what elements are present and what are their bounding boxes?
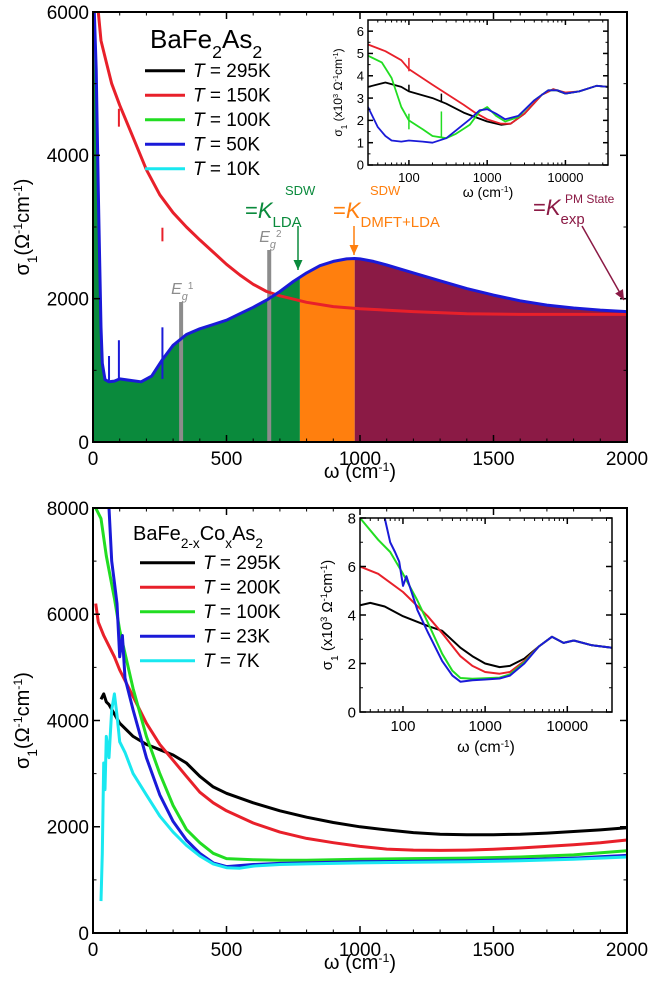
bottom-inset-xtick-label: 100 <box>390 718 415 735</box>
spectral-weight-fill-0 <box>93 12 300 442</box>
top-legend-label: T = 100K <box>193 110 271 131</box>
bottom-legend-label: T = 100K <box>203 602 281 623</box>
top-inset-ytick-label: 1 <box>357 135 364 150</box>
top-xtick-label: 500 <box>211 449 243 470</box>
bottom-inset-x-axis-label: ω (cm-1) <box>457 739 515 757</box>
top-ytick-label: 4000 <box>47 146 89 167</box>
top-inset-frame <box>367 19 609 166</box>
top-legend-label: T = 50K <box>193 135 260 156</box>
annotation-k-lda-arrow-head <box>293 260 303 270</box>
top-legend-label: T = 295K <box>193 61 271 82</box>
bottom-inset-curve-23K <box>383 518 612 683</box>
top-inset-curve-50K <box>368 84 608 144</box>
bottom-inset-y-axis-label: σ1 (x103 Ω-1cm-1) <box>319 560 341 670</box>
bottom-inset-ytick-label: 8 <box>348 510 356 527</box>
bottom-inset-bg <box>360 518 612 712</box>
top-inset-xtick-label: 10000 <box>547 170 583 185</box>
annotation-k-exp-sup: PM State <box>565 192 615 206</box>
bottom-inset-ytick-label: 0 <box>348 704 356 721</box>
top-inset-ytick-label: 6 <box>357 24 364 39</box>
top-legend-label: T = 150K <box>193 86 271 107</box>
curve-295K <box>99 692 627 837</box>
bottom-xtick-label: 1000 <box>339 940 381 961</box>
gap-marker-label: Eg1 <box>171 281 194 304</box>
bottom-xtick-label: 1500 <box>472 940 514 961</box>
spectral-weight-fill-2 <box>354 258 627 442</box>
top-x-axis-label: ω (cm-1) <box>324 460 396 483</box>
top-legend-label: T = 10K <box>193 159 260 180</box>
top-inset-curve-150K <box>368 43 608 125</box>
annotation-k-dmft-arrow-head <box>349 245 359 255</box>
annotation-k-lda-sup: SDW <box>285 183 316 198</box>
top-inset-xtick-label: 100 <box>398 170 420 185</box>
bottom-xtick-label: 2000 <box>606 940 648 961</box>
top-ytick-label: 0 <box>78 433 89 454</box>
top-inset-xtick-label: 1000 <box>473 170 502 185</box>
annotation-k-lda: =KLDA <box>245 198 302 231</box>
top-xtick-label: 2000 <box>606 449 648 470</box>
spectral-weight-fill-1 <box>299 258 355 442</box>
annotation-k-exp: =Kexp <box>533 195 585 228</box>
bottom-legend-label: T = 7K <box>203 651 260 672</box>
top-inset-ytick-label: 4 <box>357 68 364 83</box>
top-inset-ytick-label: 3 <box>357 91 364 106</box>
gap-marker-label: Eg2 <box>259 229 282 252</box>
bottom-ytick-label: 4000 <box>47 711 89 732</box>
top-inset-ytick-label: 2 <box>357 113 364 128</box>
top-inset-ytick-label: 5 <box>357 46 364 61</box>
bottom-inset-ytick-label: 2 <box>348 656 356 673</box>
bottom-ytick-label: 6000 <box>47 605 89 626</box>
top-xtick-label: 1000 <box>339 449 381 470</box>
bottom-xtick-label: 0 <box>88 940 99 961</box>
annotation-k-dmft-sup: SDW <box>370 183 401 198</box>
bottom-legend-label: T = 200K <box>203 578 281 599</box>
bottom-x-axis-label: ω (cm-1) <box>324 951 396 974</box>
top-xtick-label: 0 <box>88 449 99 470</box>
top-ytick-label: 6000 <box>47 3 89 24</box>
bottom-legend-label: T = 295K <box>203 553 281 574</box>
curve-150K <box>96 12 627 316</box>
bottom-ytick-label: 2000 <box>47 818 89 839</box>
top-inset-y-axis-label: σ1 (x103 Ω-1cm-1) <box>331 48 349 136</box>
bottom-ytick-label: 0 <box>78 924 89 945</box>
top-inset-ytick-label: 0 <box>357 158 364 173</box>
bottom-xtick-label: 500 <box>211 940 243 961</box>
annotation-k-exp-arrow-head <box>615 289 624 300</box>
top-chart-title: BaFe2As2 <box>150 24 262 62</box>
bottom-inset-xtick-label: 10000 <box>546 718 588 735</box>
bottom-inset-ytick-label: 6 <box>348 559 356 576</box>
curve-7K <box>99 692 627 902</box>
curve-200K <box>94 603 627 852</box>
annotation-k-exp-arrow <box>581 225 625 301</box>
top-y-axis-label: σ1(Ω-1cm-1) <box>11 179 40 276</box>
bottom-inset-xtick-label: 1000 <box>468 718 501 735</box>
top-xtick-label: 1500 <box>472 449 514 470</box>
annotation-k-dmft: =KDMFT+LDA <box>333 198 440 231</box>
bottom-y-axis-label: σ1(Ω-1cm-1) <box>11 672 40 769</box>
top-inset-x-axis-label: ω (cm-1) <box>463 184 514 200</box>
bottom-chart-title: BaFe2-xCoxAs2 <box>133 523 263 551</box>
top-ytick-label: 2000 <box>47 290 89 311</box>
bottom-legend-label: T = 23K <box>203 627 270 648</box>
curve-50K <box>93 12 627 384</box>
bottom-inset-ytick-label: 4 <box>348 607 356 624</box>
bottom-ytick-label: 8000 <box>47 499 89 520</box>
